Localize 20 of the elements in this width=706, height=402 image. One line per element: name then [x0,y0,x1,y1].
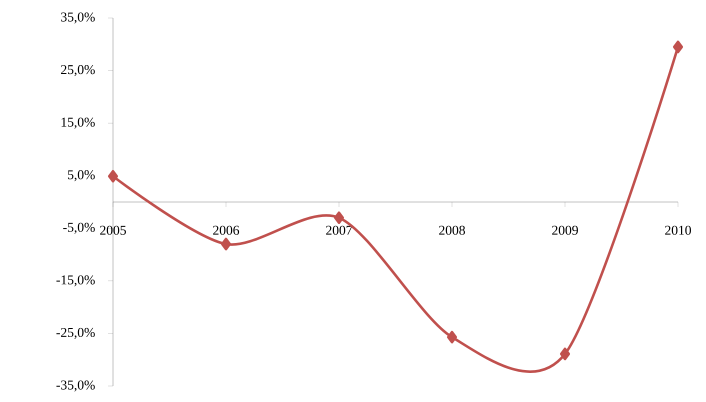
point [220,238,232,250]
y-tick-label: 25,0% [61,65,95,76]
y-tick-label: -15,0% [56,275,95,286]
y-tick-label: -25,0% [56,328,95,339]
x-tick-label: 2010 [665,226,691,235]
y-tick-label: -35,0% [56,380,95,392]
point [108,170,118,183]
x-tick-label: 2006 [213,226,240,235]
x-tick-label: 2005 [100,226,126,235]
y-tick-label: 5,0% [68,170,95,182]
x-tick-label: 2007 [326,226,352,235]
y-tick-label: 35,0% [61,12,95,24]
x-tick-label: 2009 [552,226,578,235]
y-tick-label: 15,0% [62,118,95,129]
y-tick-label: -5,0% [63,222,95,234]
point [560,348,570,360]
x-tick-label: 2008 [439,226,465,235]
point [446,330,458,344]
point [672,40,684,54]
point [334,211,344,224]
